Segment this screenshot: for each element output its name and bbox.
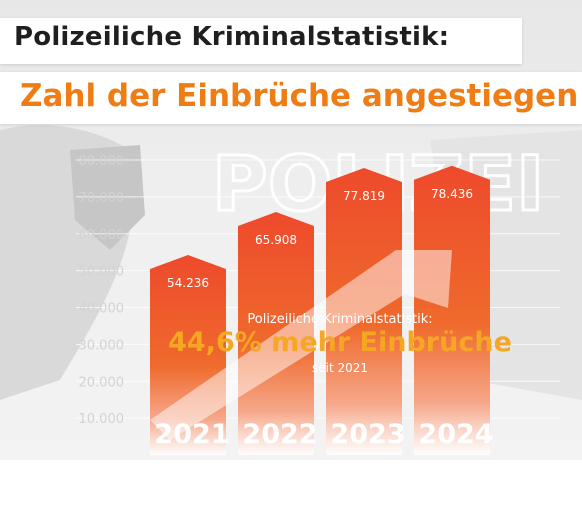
trend-arrow <box>150 250 452 440</box>
x-category-label: 2023 <box>330 419 405 450</box>
bar-value-label: 77.819 <box>343 189 385 203</box>
chart-subtitle: Zahl der Einbrüche angestiegen <box>20 78 579 114</box>
x-category-label: 2022 <box>242 419 317 450</box>
bar-value-label: 78.436 <box>431 187 473 201</box>
x-category-label: 2024 <box>418 419 493 450</box>
y-tick-label: 70.000 <box>79 191 125 206</box>
y-axis-ticks: 10.000 20.000 30.000 40.000 50.000 60.000 70.0… <box>79 154 125 427</box>
callout-caption: Polizeiliche Kriminalstatistik: <box>247 312 433 327</box>
y-tick-label: 10.000 <box>79 412 125 427</box>
y-tick-label: 80.000 <box>79 154 125 169</box>
chart-title: Polizeiliche Kriminalstatistik: <box>14 22 450 52</box>
bar-value-label: 65.908 <box>255 233 297 247</box>
bar-labels: 54.236 2021 65.908 2022 77.819 2023 78.436 2024 <box>154 187 493 450</box>
bar-2024 <box>414 165 490 455</box>
y-tick-label: 30.000 <box>79 338 125 353</box>
bar-chart: 10.000 20.000 30.000 40.000 50.000 60.000 70.0… <box>76 154 560 456</box>
subtitle-band <box>0 72 582 124</box>
y-tick-label: 20.000 <box>79 375 125 390</box>
title-band <box>0 18 522 64</box>
chart-graphic: POLIZEI Polizeiliche Kriminalstatistik: … <box>0 0 582 460</box>
callout-footnote: seit 2021 <box>311 361 369 375</box>
bar-value-label: 54.236 <box>167 276 209 290</box>
holster-shape <box>70 145 145 250</box>
y-tick-label: 50.000 <box>79 265 125 280</box>
callout-headline: 44,6% mehr Einbrüche <box>168 327 512 358</box>
x-category-label: 2021 <box>154 419 229 450</box>
y-tick-label: 60.000 <box>79 228 125 243</box>
y-tick-label: 40.000 <box>79 302 125 317</box>
